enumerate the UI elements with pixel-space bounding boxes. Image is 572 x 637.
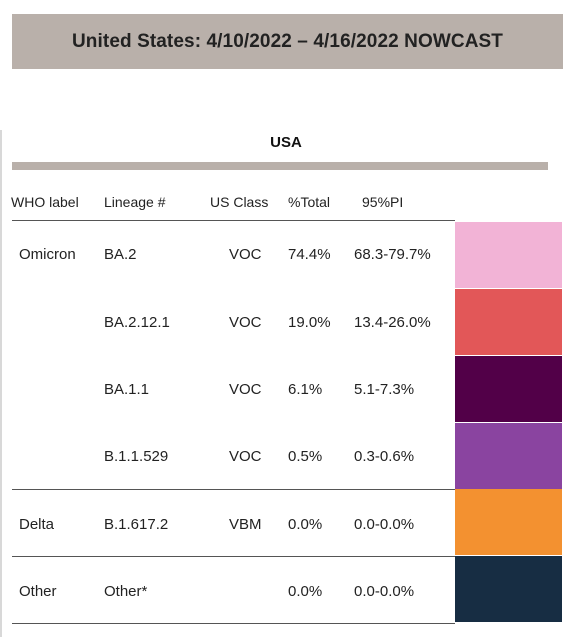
who-label-cell: Omicron (19, 246, 76, 263)
region-label-text: USA (270, 134, 302, 151)
color-swatch (455, 222, 562, 288)
pct-total-cell: 0.0% (288, 583, 323, 600)
lineage-cell: B.1.617.2 (104, 516, 169, 533)
lineage-cell: BA.2 (104, 246, 137, 263)
page-title: United States: 4/10/2022 – 4/16/2022 NOW… (71, 30, 504, 52)
lineage-cell: B.1.1.529 (104, 448, 169, 465)
us-class-cell: VOC (229, 246, 262, 263)
table-bottom-divider (12, 623, 455, 624)
us-class-cell: VBM (229, 516, 262, 533)
region-bar (12, 162, 548, 170)
color-swatch (455, 489, 562, 555)
color-swatch (455, 556, 562, 622)
column-header-pct-total: %Total (288, 194, 331, 210)
column-header-lineage: Lineage # (104, 194, 166, 210)
pi-cell: 13.4-26.0% (354, 314, 431, 331)
left-divider (0, 130, 2, 637)
color-swatch (455, 423, 562, 489)
pct-total-cell: 0.5% (288, 448, 323, 465)
pi-cell: 0.0-0.0% (354, 583, 415, 600)
pi-cell: 0.0-0.0% (354, 516, 415, 533)
page-banner: United States: 4/10/2022 – 4/16/2022 NOW… (12, 14, 563, 69)
pct-total-cell: 6.1% (288, 381, 323, 398)
who-label-cell: Other (19, 583, 57, 600)
lineage-cell: BA.1.1 (104, 381, 150, 398)
color-swatch (455, 356, 562, 422)
pct-total-cell: 19.0% (288, 314, 331, 331)
color-swatch (455, 289, 562, 355)
pi-cell: 0.3-0.6% (354, 448, 415, 465)
us-class-cell: VOC (229, 314, 262, 331)
group-divider (12, 556, 455, 557)
group-divider (12, 489, 455, 490)
lineage-cell: Other* (104, 583, 148, 600)
us-class-cell: VOC (229, 381, 262, 398)
column-header-95pi: 95%PI (362, 194, 404, 210)
pi-cell: 68.3-79.7% (354, 246, 431, 263)
column-header-who-label: WHO label (11, 194, 79, 210)
lineage-cell: BA.2.12.1 (104, 314, 170, 331)
region-label: USA (0, 134, 572, 151)
pct-total-cell: 0.0% (288, 516, 323, 533)
column-header-us-class: US Class (210, 194, 269, 210)
who-label-cell: Delta (19, 516, 55, 533)
us-class-cell: VOC (229, 448, 262, 465)
header-divider (12, 220, 455, 221)
pct-total-cell: 74.4% (288, 246, 331, 263)
pi-cell: 5.1-7.3% (354, 381, 415, 398)
